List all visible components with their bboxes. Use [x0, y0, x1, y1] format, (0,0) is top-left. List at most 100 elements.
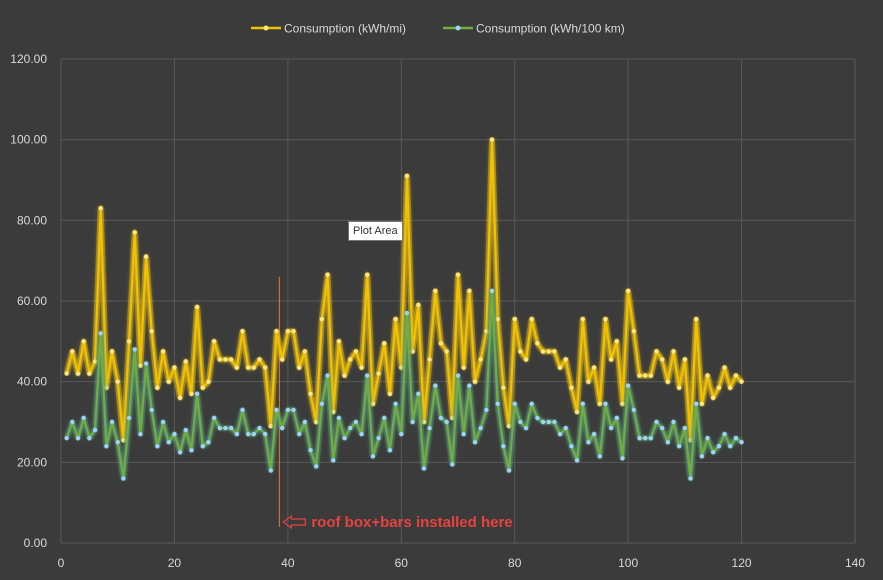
data-point: [291, 329, 296, 334]
data-point: [132, 230, 137, 235]
data-point: [92, 359, 98, 364]
data-point: [143, 361, 149, 366]
data-point: [348, 357, 353, 362]
data-point: [461, 365, 466, 370]
x-tick-label: 120: [732, 556, 752, 570]
x-tick-label: 0: [58, 556, 65, 570]
data-point: [348, 425, 353, 431]
data-point: [177, 450, 183, 455]
data-point: [149, 329, 154, 334]
data-point: [654, 349, 659, 354]
data-point: [580, 401, 585, 407]
data-point: [183, 359, 188, 364]
legend-label: Consumption (kWh/100 km): [476, 22, 625, 36]
data-point: [642, 435, 648, 441]
data-point: [194, 391, 200, 396]
x-tick-label: 20: [168, 556, 182, 570]
data-point: [399, 365, 404, 370]
data-point: [557, 365, 563, 370]
data-point: [200, 385, 205, 390]
data-point: [206, 379, 211, 384]
data-point: [342, 435, 347, 441]
data-point: [665, 439, 671, 445]
data-point: [297, 431, 302, 437]
data-point: [489, 288, 495, 294]
data-point: [586, 379, 591, 384]
data-point: [535, 341, 540, 346]
data-point: [223, 425, 228, 431]
data-point: [433, 383, 438, 388]
data-point: [614, 339, 619, 344]
data-point: [472, 379, 478, 384]
series-layer[interactable]: [63, 136, 744, 482]
data-point: [382, 341, 387, 346]
data-point: [353, 349, 359, 354]
data-point: [257, 357, 262, 362]
data-point: [540, 419, 546, 425]
data-point: [438, 341, 444, 346]
data-point: [251, 431, 257, 437]
data-point: [268, 423, 274, 429]
data-point: [478, 425, 483, 431]
data-point: [228, 357, 234, 362]
data-point: [143, 254, 149, 259]
data-point: [87, 435, 92, 441]
data-point: [461, 431, 466, 437]
data-point: [716, 385, 722, 390]
data-point: [472, 439, 478, 445]
data-point: [512, 316, 517, 322]
data-point: [489, 137, 495, 142]
data-point: [699, 401, 705, 407]
series-2: [63, 287, 744, 482]
x-tick-label: 100: [618, 556, 638, 570]
data-point: [155, 444, 160, 449]
data-point: [138, 363, 143, 368]
data-point: [444, 419, 449, 425]
data-point: [540, 349, 546, 354]
data-point: [274, 329, 279, 334]
data-point: [421, 466, 427, 471]
data-point: [314, 464, 319, 469]
data-point: [155, 385, 160, 390]
data-point: [70, 349, 75, 354]
data-point: [637, 435, 642, 441]
data-point: [302, 349, 308, 354]
data-point: [183, 427, 188, 433]
data-point: [421, 419, 427, 425]
data-point: [637, 373, 642, 378]
data-point: [376, 435, 381, 441]
data-point: [523, 357, 529, 362]
data-point: [285, 329, 291, 334]
data-point: [676, 444, 682, 449]
data-point: [160, 419, 166, 425]
data-point: [126, 415, 132, 421]
data-point: [711, 395, 716, 400]
y-axis-ticks: 0.00 20.00 40.00 60.00 80.00 100.00 120.00: [10, 52, 47, 550]
data-point: [387, 391, 393, 396]
y-tick-label: 40.00: [17, 375, 47, 389]
data-point: [81, 339, 86, 344]
data-point: [557, 431, 563, 437]
data-point: [676, 385, 682, 390]
data-point: [563, 357, 568, 362]
data-point: [659, 357, 665, 362]
data-point: [245, 431, 251, 437]
data-point: [319, 316, 325, 322]
annotation-arrow: [282, 514, 306, 530]
data-point: [523, 425, 529, 431]
data-point: [279, 357, 285, 362]
data-point: [353, 419, 359, 425]
data-point: [291, 407, 296, 413]
data-point: [586, 439, 591, 445]
data-point: [705, 435, 710, 441]
data-point: [467, 288, 472, 294]
data-point: [552, 419, 557, 425]
data-point: [728, 444, 733, 449]
data-point: [688, 476, 693, 481]
legend-label: Consumption (kWh/mi): [284, 22, 406, 36]
data-point: [228, 425, 234, 431]
data-point: [739, 439, 744, 445]
data-point: [569, 385, 574, 390]
data-point: [694, 316, 699, 322]
data-point: [535, 415, 540, 421]
